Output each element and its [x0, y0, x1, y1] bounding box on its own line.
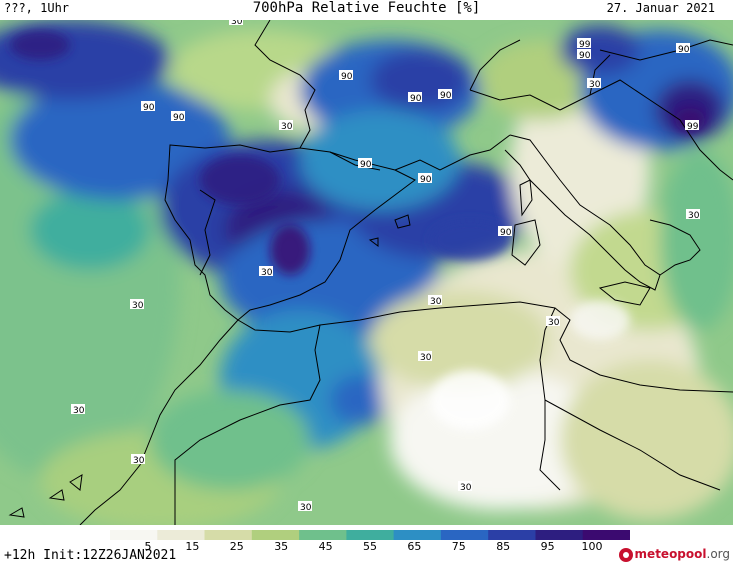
contour-label: 30 [279, 120, 293, 132]
svg-text:99: 99 [687, 122, 699, 132]
contour-label: 30 [686, 209, 700, 221]
meteopool-logo-icon [618, 547, 633, 562]
color-scale-segment [251, 530, 300, 540]
svg-text:30: 30 [300, 503, 312, 513]
color-scale-tick: 95 [540, 540, 555, 553]
svg-text:30: 30 [73, 406, 85, 416]
footer-bar: 5 15 25 35 45 55 65 75 85 95 100 +12h Init:12Z26JA… [0, 525, 733, 566]
contour-label: 90 [498, 226, 512, 238]
svg-text:90: 90 [500, 228, 512, 238]
contour-label: 90 [141, 101, 155, 113]
svg-text:99: 99 [579, 40, 591, 50]
contour-label: 90 [339, 70, 353, 82]
color-scale-segment [110, 530, 158, 540]
contour-label: 90 [408, 92, 422, 104]
svg-text:30: 30 [281, 122, 293, 132]
color-scale-segment [204, 530, 253, 540]
svg-text:30: 30 [589, 80, 601, 90]
contour-label: 30 [130, 299, 144, 311]
svg-text:90: 90 [341, 72, 353, 82]
contour-labels: 30 90 90 90 90 99 90 90 30 90 30 90 90 9… [71, 15, 700, 513]
contour-label: 30 [259, 266, 273, 278]
svg-text:30: 30 [430, 297, 442, 307]
svg-text:30: 30 [548, 318, 560, 328]
contour-label: 30 [298, 501, 312, 513]
contour-label: 30 [458, 481, 472, 493]
map-title: 700hPa Relative Feuchte [%] [252, 0, 481, 16]
contour-label: 30 [587, 78, 601, 90]
svg-text:90: 90 [143, 103, 155, 113]
valid-date: 27. Januar 2021 [606, 1, 715, 15]
header-bar: ???, 1Uhr 700hPa Relative Feuchte [%] 27… [0, 0, 733, 20]
color-scale-tick: 35 [274, 540, 289, 553]
color-scale-tick: 5 [144, 540, 152, 553]
brand-name: meteopool [634, 547, 707, 561]
contour-label: 90 [171, 111, 185, 123]
svg-text:30: 30 [688, 211, 700, 221]
color-scale-segment [440, 530, 489, 540]
color-scale-segment [346, 530, 395, 540]
contour-label: 90 [676, 43, 690, 55]
coastlines [8, 19, 733, 526]
color-scale-tick: 100 [581, 540, 603, 553]
svg-text:30: 30 [231, 20, 243, 27]
map-canvas: 30 90 90 90 90 99 90 90 30 90 30 90 90 9… [0, 15, 733, 530]
color-scale-tick: 65 [407, 540, 422, 553]
contour-label: 30 [71, 404, 85, 416]
contour-label: 99 [577, 38, 591, 50]
contour-label: 30 [428, 295, 442, 307]
contour-label: 90 [438, 89, 452, 101]
svg-text:90: 90 [420, 175, 432, 185]
color-scale-tick: 25 [229, 540, 244, 553]
contour-label: 90 [577, 49, 591, 61]
contour-label: 30 [131, 454, 145, 466]
color-scale-tick: 85 [496, 540, 511, 553]
color-scale-labels: 5 15 25 35 45 55 65 75 85 95 100 [0, 540, 733, 554]
svg-text:90: 90 [360, 160, 372, 170]
svg-text:30: 30 [133, 456, 145, 466]
color-scale-segment [157, 530, 206, 540]
brand-tld: .org [706, 547, 731, 561]
svg-text:90: 90 [173, 113, 185, 123]
contour-label: 30 [546, 316, 560, 328]
color-scale-tick: 75 [451, 540, 466, 553]
contour-label: 99 [685, 120, 699, 132]
color-scale-tick: 45 [318, 540, 333, 553]
color-scale-segment [393, 530, 442, 540]
meteopool-logo[interactable]: meteopool.org [618, 547, 731, 562]
forecast-hour-label: ???, 1Uhr [4, 1, 70, 15]
svg-text:90: 90 [678, 45, 690, 55]
contour-label: 30 [229, 15, 243, 27]
contour-label: 90 [418, 173, 432, 185]
color-scale-segment [488, 530, 536, 540]
color-scale-segment [582, 530, 630, 540]
svg-text:90: 90 [579, 51, 591, 61]
color-scale-tick: 15 [185, 540, 200, 553]
svg-text:30: 30 [261, 268, 273, 278]
svg-text:90: 90 [440, 91, 452, 101]
humidity-map: 30 90 90 90 90 99 90 90 30 90 30 90 90 9… [0, 15, 733, 530]
svg-text:30: 30 [420, 353, 432, 363]
init-time-label: +12h Init:12Z26JAN2021 [4, 548, 177, 563]
svg-text:30: 30 [132, 301, 144, 311]
svg-text:30: 30 [460, 483, 472, 493]
color-scale-bar [110, 530, 630, 540]
color-scale-segment [535, 530, 584, 540]
contour-label: 90 [358, 158, 372, 170]
color-scale-segment [299, 530, 347, 540]
contour-label: 30 [418, 351, 432, 363]
svg-text:90: 90 [410, 94, 422, 104]
color-scale-tick: 55 [363, 540, 377, 553]
